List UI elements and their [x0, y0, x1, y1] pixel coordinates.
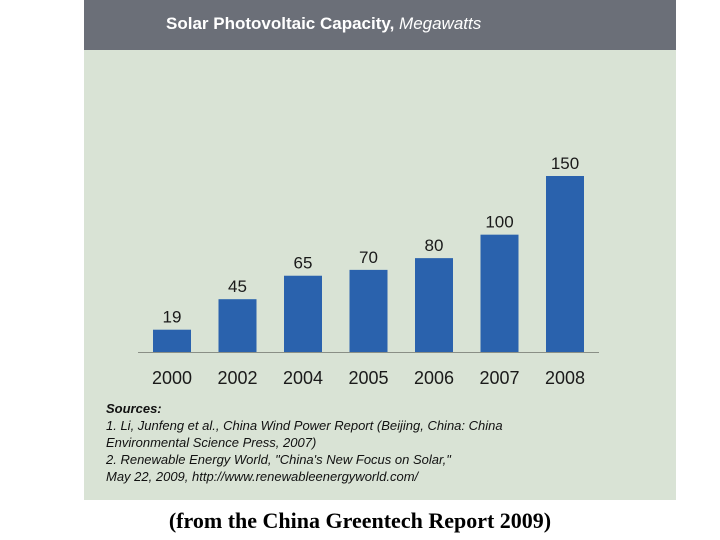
figure-caption: (from the China Greentech Report 2009) [168, 508, 552, 533]
value-label-2006: 80 [425, 236, 444, 255]
tick-label-2002: 2002 [217, 368, 257, 388]
bar-2005 [349, 269, 388, 352]
bar-2006 [415, 258, 453, 352]
value-labels-group: 19 45 65 70 80 100 150 [163, 154, 580, 327]
source-line-3: 2. Renewable Energy World, "China's New … [106, 452, 451, 467]
value-label-2004: 65 [294, 254, 313, 273]
bar-2002 [218, 299, 257, 352]
bar-2000 [153, 329, 191, 352]
chart-title-unit: Megawatts [399, 14, 482, 33]
tick-label-2005: 2005 [348, 368, 388, 388]
source-line-4: May 22, 2009, http://www.renewableenergy… [106, 469, 419, 484]
tick-labels-group: 2000 2002 2004 2005 2006 2007 2008 [152, 368, 585, 388]
tick-label-2007: 2007 [479, 368, 519, 388]
tick-label-2006: 2006 [414, 368, 454, 388]
tick-label-2004: 2004 [283, 368, 323, 388]
source-line-2: Environmental Science Press, 2007) [106, 435, 317, 450]
sources-heading: Sources: [106, 401, 162, 416]
tick-label-2008: 2008 [545, 368, 585, 388]
value-label-2007: 100 [485, 213, 513, 232]
value-label-2005: 70 [359, 248, 378, 267]
chart-panel: Solar Photovoltaic Capacity, Megawatts 1… [84, 0, 676, 500]
bars-group [153, 176, 584, 352]
bar-2004 [284, 275, 322, 352]
source-line-1: 1. Li, Junfeng et al., China Wind Power … [106, 418, 503, 433]
bar-2007 [480, 234, 519, 352]
sources-block: Sources: 1. Li, Junfeng et al., China Wi… [106, 400, 646, 485]
value-label-2000: 19 [163, 308, 182, 327]
value-label-2002: 45 [228, 277, 247, 296]
chart-title-separator: , [389, 14, 400, 33]
value-label-2008: 150 [551, 154, 579, 173]
chart-title: Solar Photovoltaic Capacity, Megawatts [166, 14, 481, 34]
chart-title-main: Solar Photovoltaic Capacity [166, 14, 390, 33]
bar-2008 [546, 176, 584, 352]
chart-header: Solar Photovoltaic Capacity, Megawatts [84, 0, 676, 50]
tick-label-2000: 2000 [152, 368, 192, 388]
